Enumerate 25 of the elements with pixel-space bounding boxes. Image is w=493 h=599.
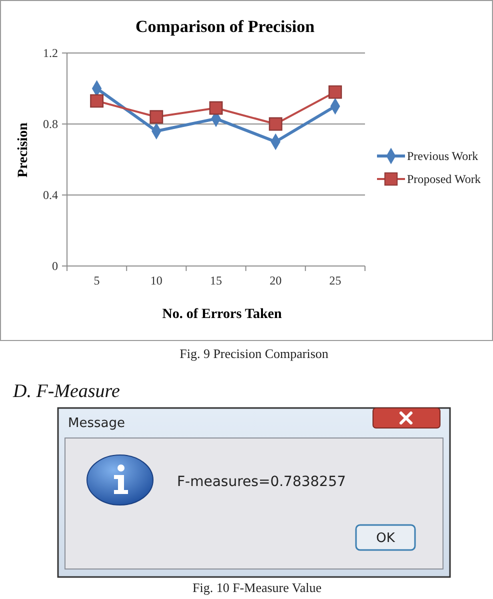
chart-title: Comparison of Precision — [135, 17, 316, 36]
legend-label: Previous Work — [407, 149, 478, 163]
caption: Fig. 10 F-Measure Value — [192, 580, 322, 595]
x-axis-title: No. of Errors Taken — [162, 307, 282, 322]
text: OK — [376, 531, 396, 546]
x-tick-label: 20 — [270, 274, 282, 288]
y-tick-label: 0.8 — [43, 116, 58, 131]
caption: Fig. 9 Precision Comparison — [180, 346, 329, 361]
x-tick-label: 10 — [150, 274, 162, 288]
text: D. F-Measure — [12, 381, 120, 402]
x-tick-label: 25 — [329, 274, 342, 288]
y-axis-title: Precision — [16, 122, 31, 178]
x-tick-label: 5 — [94, 274, 100, 288]
point — [328, 85, 342, 99]
point — [150, 110, 164, 124]
text: Message — [68, 416, 125, 431]
x-tick-label: 15 — [210, 274, 222, 288]
y-tick-label: 0.4 — [43, 188, 58, 202]
point — [268, 117, 282, 131]
legend-label: Proposed Work — [407, 172, 481, 186]
point — [209, 101, 223, 115]
point — [90, 94, 104, 108]
y-tick-label: 1.2 — [43, 46, 58, 60]
y-tick-label: 0 — [52, 258, 58, 273]
text: F-measures=0.7838257 — [177, 474, 346, 490]
